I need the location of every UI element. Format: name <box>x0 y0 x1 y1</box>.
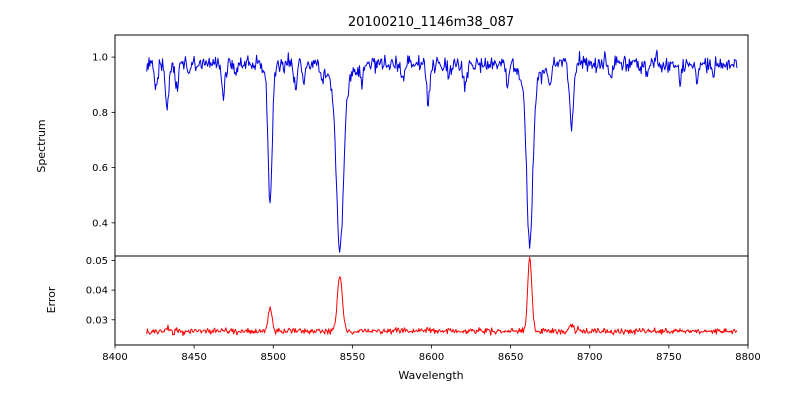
plot-layer: 0.4 0.6 0.8 1.0 0.03 0.04 0.05 8400 8450 8500 8550… <box>86 34 761 363</box>
x-tick-label: 8550 <box>340 352 365 363</box>
y-tick-label: 0.6 <box>92 163 108 174</box>
error-axis-label: Error <box>45 286 58 313</box>
x-tick-label: 8800 <box>735 352 760 363</box>
error-line <box>146 256 738 337</box>
y-tick-label: 0.03 <box>86 315 108 326</box>
x-tick-label: 8750 <box>656 352 681 363</box>
y-tick-label: 0.04 <box>86 286 108 297</box>
x-tick-label: 8700 <box>577 352 602 363</box>
y-tick-label: 0.4 <box>92 218 108 229</box>
x-tick-label: 8600 <box>419 352 444 363</box>
x-tick-label: 8500 <box>261 352 286 363</box>
spectrum-axis-label: Spectrum <box>35 119 48 172</box>
x-tick-label: 8650 <box>498 352 523 363</box>
spectrum-panel-border <box>114 34 749 257</box>
x-tick-label: 8450 <box>181 352 206 363</box>
y-tick-label: 1.0 <box>92 53 108 64</box>
x-axis-label: Wavelength <box>398 369 463 382</box>
x-tick-label: 8400 <box>102 352 127 363</box>
plot-title: 20100210_1146m38_087 <box>348 15 514 30</box>
y-tick-label: 0.8 <box>92 108 108 119</box>
spectrum-line <box>146 49 738 253</box>
y-tick-label: 0.05 <box>86 256 108 267</box>
